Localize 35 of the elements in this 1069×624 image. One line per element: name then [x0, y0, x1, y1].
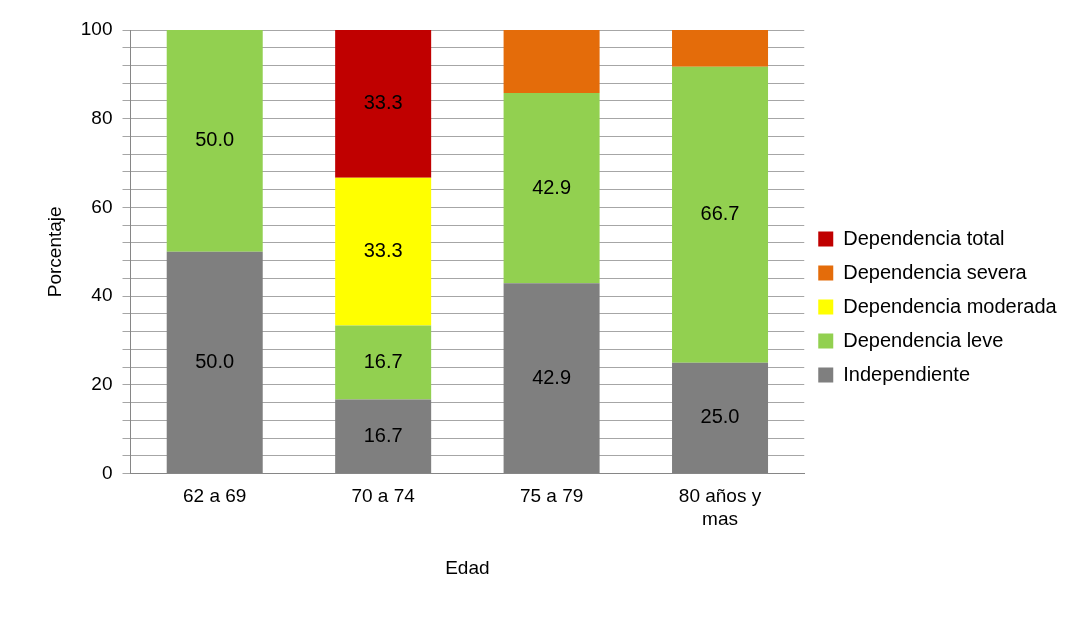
legend-label: Dependencia leve [843, 328, 1004, 351]
data-label: 25.0 [700, 405, 740, 428]
x-tick-label: 70 a 74 [351, 485, 416, 507]
data-label: 66.7 [700, 202, 740, 225]
data-label: 42.9 [532, 175, 572, 198]
data-label: 50.0 [195, 349, 235, 372]
bar [335, 30, 432, 178]
legend-label: Dependencia severa [843, 260, 1028, 283]
bar [672, 30, 769, 67]
x-tick-label: 75 a 79 [519, 485, 584, 507]
bar [503, 92, 600, 284]
y-tick-label: 60 [91, 195, 113, 217]
data-label: 16.7 [363, 423, 403, 446]
x-tick-label: 80 años y mas [678, 485, 762, 530]
legend-label: Independiente [843, 362, 971, 385]
data-label: 33.3 [363, 239, 403, 262]
bar [335, 325, 432, 400]
legend-label: Dependencia total [843, 226, 1005, 249]
y-axis-title: Porcentaje [43, 206, 65, 298]
bar [503, 30, 600, 93]
y-tick-label: 40 [91, 284, 113, 306]
data-label: 50.0 [195, 128, 235, 151]
y-tick-label: 0 [101, 461, 113, 483]
bar [672, 66, 769, 363]
x-tick-label: 62 a 69 [183, 485, 247, 507]
data-label: 42.9 [532, 365, 572, 388]
bar [335, 177, 432, 326]
x-axis-title: Edad [445, 556, 490, 578]
legend-label: Dependencia moderada [843, 294, 1058, 317]
y-tick-label: 20 [91, 373, 113, 395]
data-label: 33.3 [363, 91, 403, 114]
y-tick-label: 100 [80, 18, 113, 40]
y-tick-label: 80 [91, 106, 113, 128]
bar [166, 30, 263, 252]
data-label: 16.7 [363, 349, 403, 372]
